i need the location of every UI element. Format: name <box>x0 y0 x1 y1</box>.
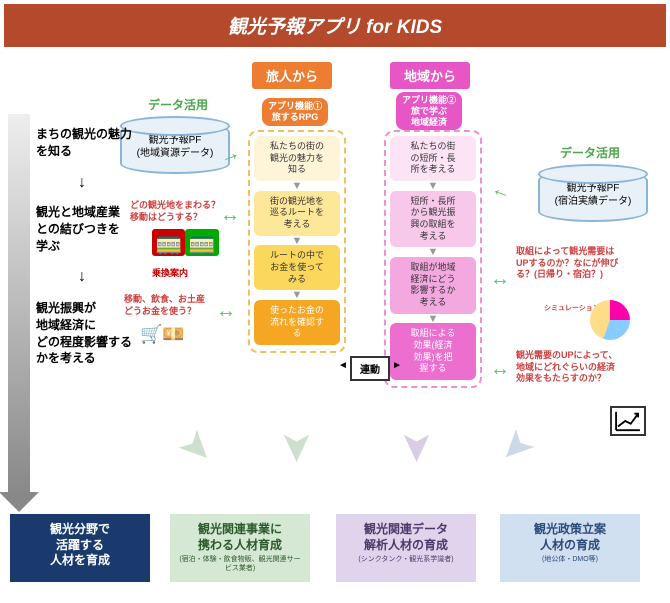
ba4: ➤ <box>489 419 545 475</box>
money-icon: 🛒💴 <box>140 324 185 345</box>
db-right: 観光予報PF (宿泊実績データ) <box>538 170 648 222</box>
arrow-1: ↓ <box>78 172 86 194</box>
fa: ▼ <box>254 238 340 245</box>
b3-main: 観光関連データ 解析人材の育成 <box>364 522 448 552</box>
flow-l-2: 街の観光地を 巡るルートを 考える <box>254 191 340 236</box>
chart-icon <box>610 406 646 436</box>
fa: ▼ <box>390 249 476 256</box>
bottom-1: 観光分野で 活躍する 人材を育成 <box>10 514 150 582</box>
ga6: → <box>487 181 514 209</box>
bottom-2: 観光関連事業に 携わる人材育成 (宿泊・体験・飲食物販、観光関連サービス業者) <box>170 514 310 582</box>
note-3: 取組によって観光需要は UPするのか？なにが伸び る？(日帰り・宿泊？) <box>516 246 618 281</box>
note-1: どの観光地をまわる？ 移動はどうする？ <box>130 200 220 223</box>
left-step-2: 観光と地域産業 との結びつきを 学ぶ <box>36 204 120 254</box>
ba3: ➤ <box>394 430 440 464</box>
bottom-4: 観光政策立案 人材の育成 (地公体・DMO等) <box>500 514 640 582</box>
flow-l-3: ルートの中で お金を使って みる <box>254 245 340 290</box>
fa: ▼ <box>390 183 476 190</box>
transit-label: 乗換案内 <box>152 268 188 278</box>
left-step-1: まちの観光の魅力 を知る <box>36 126 132 160</box>
db-left: 観光予報PF (地域資源データ) <box>120 122 230 174</box>
sub-header-right: アプリ機能② 旅で学ぶ 地域経済 <box>396 92 462 130</box>
ga3: ↔ <box>490 268 510 291</box>
b4-sub: (地公体・DMO等) <box>506 555 634 564</box>
fa: ▼ <box>254 292 340 299</box>
ba1: ➤ <box>169 419 225 475</box>
flow-col-right: 私たちの街 の短所・長 所を考える ▼ 短所・長所 から観光振 興の取組を 考え… <box>384 130 482 388</box>
ga1: ↔ <box>220 204 240 227</box>
fa: ▼ <box>390 316 476 323</box>
col-header-left: 旅人から <box>252 62 332 89</box>
b2-sub: (宿泊・体験・飲食物販、観光関連サービス業者) <box>176 555 304 573</box>
data-label-right: データ活用 <box>560 144 620 161</box>
gradient-arrow <box>8 114 30 494</box>
bottom-3: 観光関連データ 解析人材の育成 (シンクタンク・観光系学識者) <box>336 514 476 582</box>
fa: ▼ <box>254 183 340 190</box>
col-header-right: 地域から <box>390 62 470 89</box>
linked-box: ◄ 連動 ► <box>350 356 390 381</box>
b2-main: 観光関連事業に 携わる人材育成 <box>198 522 282 552</box>
linked-text: 連動 <box>360 365 380 376</box>
ga4: ↔ <box>490 358 510 381</box>
ga2: ↔ <box>216 300 236 323</box>
flow-r-3: 取組が地域 経済にどう 影響するか 考える <box>390 257 476 314</box>
ba2: ➤ <box>274 430 320 464</box>
flow-r-1: 私たちの街 の短所・長 所を考える <box>390 136 476 181</box>
flow-col-left: 私たちの街の 観光の魅力を 知る ▼ 街の観光地を 巡るルートを 考える ▼ ル… <box>248 130 346 353</box>
flow-l-4: 使ったお金の 流れを確認す る <box>254 300 340 345</box>
arrow-2: ↓ <box>78 266 86 288</box>
b4-main: 観光政策立案 人材の育成 <box>534 522 606 552</box>
data-label-left: データ活用 <box>148 96 208 113</box>
pie-icon <box>590 300 630 340</box>
note-2: 移動、飲食、お土産 どうお金を使う？ <box>124 294 205 317</box>
title-bar: 観光予報アプリ for KIDS <box>4 4 666 47</box>
sub-header-left: アプリ機能① 旅するRPG <box>262 98 328 126</box>
note-4: 観光需要のUPによって、 地域にどれぐらいの経済 効果をもたらすのか？ <box>516 350 617 385</box>
transit-icon: 🚃🚃 乗換案内 <box>152 230 219 282</box>
flow-l-1: 私たちの街の 観光の魅力を 知る <box>254 136 340 181</box>
b3-sub: (シンクタンク・観光系学識者) <box>342 555 470 564</box>
left-step-3: 観光振興が 地域経済に どの程度影響する かを考える <box>36 300 132 367</box>
flow-r-2: 短所・長所 から観光振 興の取組を 考える <box>390 191 476 248</box>
flow-r-4: 取組による 効果(経済 効果)を把 握する <box>390 323 476 380</box>
